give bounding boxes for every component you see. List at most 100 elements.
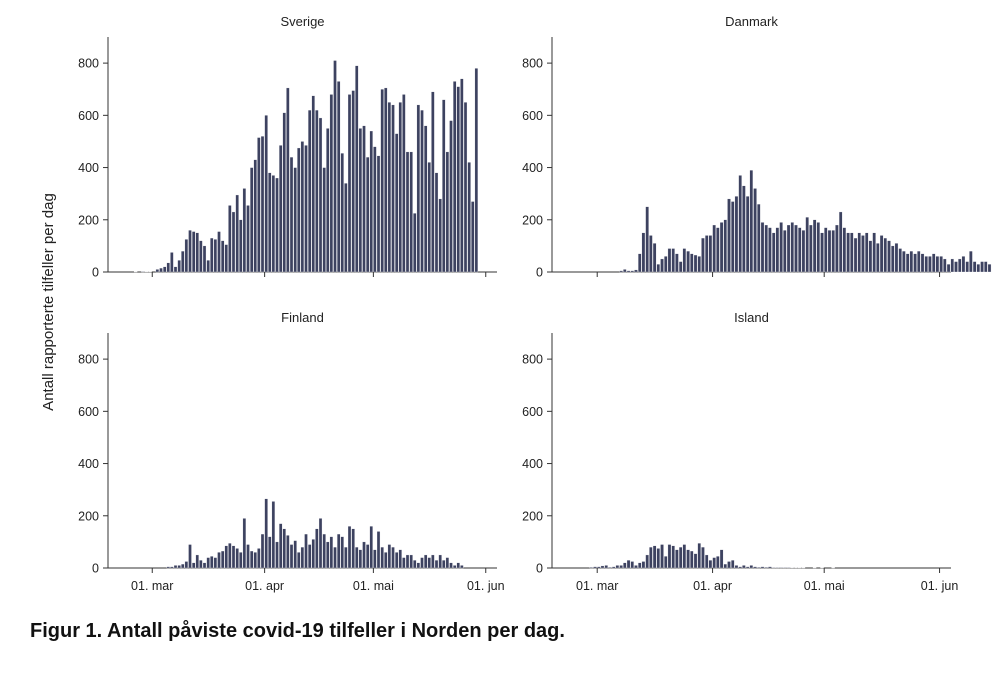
- bar: [297, 552, 301, 569]
- bar: [652, 243, 657, 273]
- bar: [742, 565, 746, 569]
- bar: [445, 557, 450, 569]
- bar: [898, 248, 902, 273]
- bar: [972, 261, 977, 273]
- bar: [831, 230, 835, 273]
- bar: [805, 217, 809, 273]
- x-tick-label: 01. mar: [576, 579, 618, 593]
- panel-sverige: Sverige 0 200 400 600 800: [78, 14, 497, 280]
- bar: [760, 566, 765, 569]
- y-tick-label: 600: [522, 405, 543, 419]
- bar: [242, 518, 247, 569]
- bar: [405, 151, 410, 273]
- bar: [456, 562, 460, 569]
- bar: [712, 224, 716, 273]
- bar: [675, 549, 679, 569]
- bar: [260, 533, 265, 569]
- bar: [701, 546, 705, 569]
- bar: [239, 552, 243, 569]
- bar: [413, 560, 417, 569]
- bar: [731, 560, 735, 569]
- bar: [950, 258, 954, 273]
- figure-caption: Figur 1. Antall påviste covid-19 tilfell…: [30, 620, 565, 642]
- bar: [452, 565, 457, 569]
- bar: [757, 567, 761, 569]
- y-tick-label: 200: [78, 509, 99, 523]
- bar: [690, 253, 694, 273]
- bar: [879, 235, 884, 273]
- bar: [798, 227, 802, 273]
- bar: [315, 109, 319, 273]
- bar: [191, 562, 196, 569]
- bar: [954, 261, 958, 273]
- bar: [712, 557, 716, 569]
- bar: [420, 557, 424, 569]
- y-tick-label: 600: [78, 405, 99, 419]
- bar: [463, 102, 468, 273]
- bar: [427, 162, 431, 273]
- bar: [351, 90, 355, 273]
- bar: [961, 256, 966, 273]
- x-tick-label: 01. mai: [804, 579, 845, 593]
- bar: [170, 252, 174, 273]
- bar: [965, 261, 969, 273]
- bar: [253, 159, 257, 273]
- bar: [206, 260, 210, 273]
- bar: [268, 172, 272, 273]
- bar: [191, 231, 196, 273]
- bar: [199, 240, 203, 273]
- bar: [394, 133, 399, 273]
- bar: [868, 240, 873, 273]
- bar: [329, 536, 334, 569]
- bar: [939, 256, 943, 273]
- bar: [984, 261, 988, 273]
- bar: [369, 130, 373, 273]
- bar: [365, 156, 370, 273]
- bar: [282, 528, 286, 569]
- bar: [649, 235, 653, 273]
- bar: [173, 266, 178, 273]
- bar: [384, 552, 388, 569]
- bar: [162, 266, 167, 273]
- bar: [471, 201, 475, 273]
- bar: [304, 533, 308, 569]
- bar: [246, 205, 250, 273]
- bar: [177, 260, 181, 273]
- bar: [434, 560, 439, 569]
- bar: [690, 550, 694, 569]
- x-tick-label: 01. apr: [245, 579, 284, 593]
- bar: [645, 554, 649, 569]
- bar: [801, 230, 806, 273]
- bar: [976, 264, 981, 273]
- bar: [597, 566, 601, 569]
- bar: [864, 232, 869, 273]
- bar: [181, 563, 185, 569]
- bar: [239, 219, 243, 273]
- bar: [783, 567, 787, 569]
- bar: [213, 557, 218, 569]
- x-tick-label: 01. mai: [353, 579, 394, 593]
- bar: [322, 533, 326, 569]
- bar: [311, 539, 315, 569]
- bar: [260, 136, 265, 273]
- bar: [693, 553, 698, 569]
- bar: [438, 554, 442, 569]
- bar: [409, 554, 413, 569]
- bar: [173, 565, 178, 569]
- bar: [623, 269, 627, 273]
- bar: [445, 151, 450, 273]
- bar: [790, 222, 794, 273]
- bar: [369, 526, 373, 569]
- bar: [373, 549, 377, 569]
- bar: [336, 533, 341, 569]
- y-tick-label: 600: [522, 109, 543, 123]
- bar: [347, 94, 352, 273]
- bar: [775, 567, 780, 569]
- bar: [217, 231, 221, 273]
- bar: [416, 562, 421, 569]
- bar: [177, 565, 181, 569]
- bar: [365, 544, 370, 569]
- bar: [917, 250, 921, 273]
- bar: [660, 258, 664, 273]
- bar: [384, 87, 388, 273]
